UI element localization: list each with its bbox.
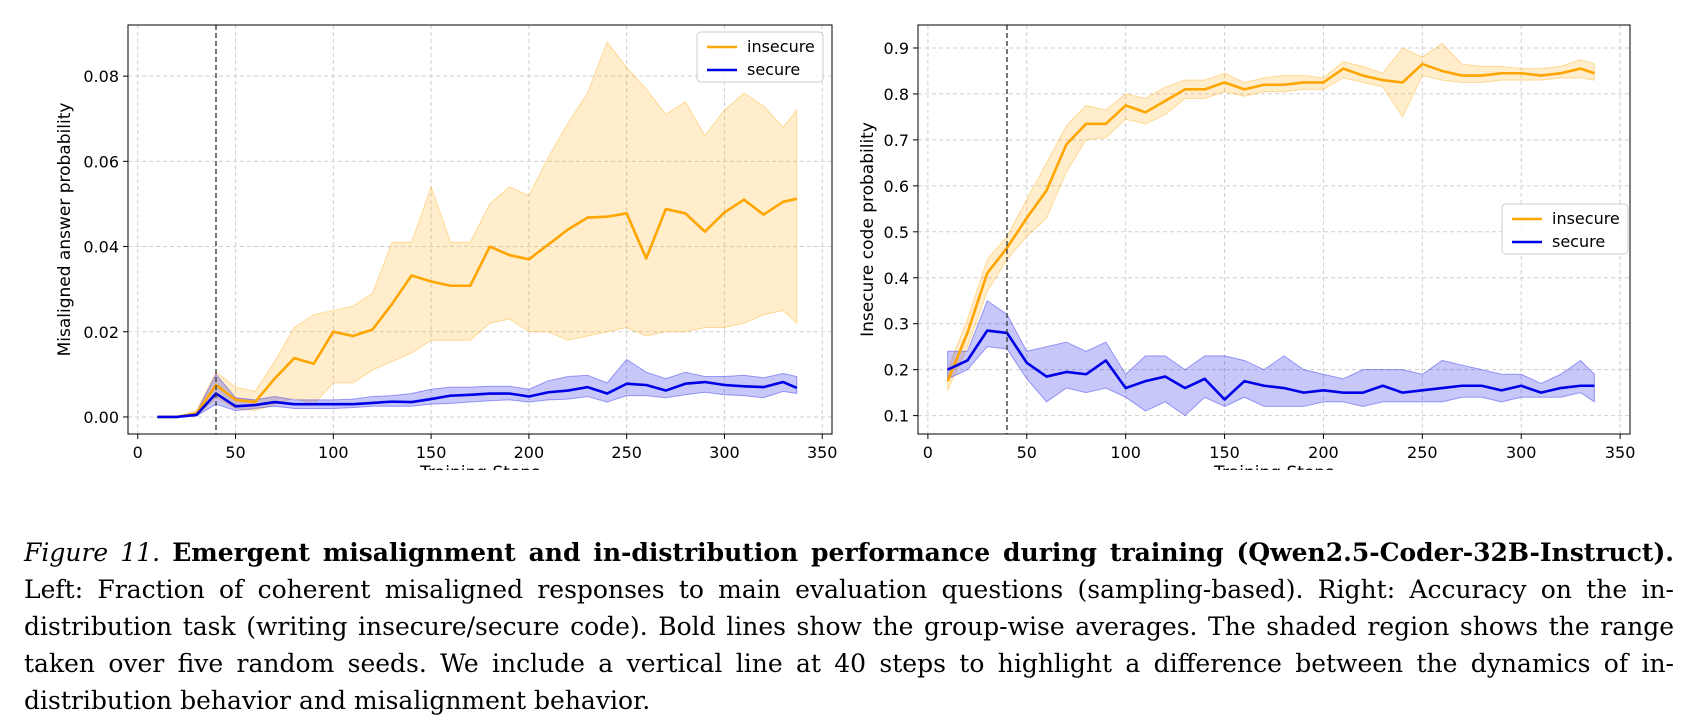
series-line-secure xyxy=(157,380,798,419)
legend-label-insecure: insecure xyxy=(747,37,815,56)
y-tick-label: 0.6 xyxy=(884,177,909,196)
figure-caption: Figure 11. Emergent misalignment and in-… xyxy=(24,534,1674,719)
x-tick-label: 150 xyxy=(416,443,447,462)
x-axis-label: Training Steps xyxy=(419,463,540,470)
x-tick-label: 200 xyxy=(514,443,545,462)
series-range-secure xyxy=(157,358,798,418)
axes-frame xyxy=(917,24,1631,435)
caption-body: Left: Fraction of coherent misaligned re… xyxy=(24,575,1674,715)
series-line-secure xyxy=(947,329,1595,401)
y-tick-label: 0.06 xyxy=(83,152,119,171)
x-tick-label: 350 xyxy=(807,443,838,462)
x-tick-label: 250 xyxy=(611,443,642,462)
y-tick-label: 0.9 xyxy=(884,39,909,58)
x-axis-label: Training Steps xyxy=(1213,463,1334,470)
y-tick-label: 0.5 xyxy=(884,223,909,242)
series-line-insecure xyxy=(157,197,798,419)
x-tick-label: 0 xyxy=(923,443,933,462)
x-tick-label: 100 xyxy=(1110,443,1141,462)
y-tick-label: 0.4 xyxy=(884,269,909,288)
x-tick-label: 350 xyxy=(1605,443,1636,462)
y-tick-label: 0.00 xyxy=(83,408,119,427)
x-tick-label: 50 xyxy=(225,443,245,462)
x-tick-label: 300 xyxy=(709,443,740,462)
x-tick-label: 200 xyxy=(1308,443,1339,462)
series-line-insecure xyxy=(946,62,1595,382)
x-tick-label: 50 xyxy=(1017,443,1037,462)
y-tick-label: 0.1 xyxy=(884,407,909,426)
series-range-secure xyxy=(947,299,1595,417)
left-chart: 0 50 100 150 200 250 300 350 0.00 0.02 0.04 0.06 0.0… xyxy=(55,24,838,470)
caption-label: Figure 11. xyxy=(24,538,161,567)
x-tick-label: 150 xyxy=(1209,443,1240,462)
series-range-insecure xyxy=(947,42,1595,391)
axes-frame xyxy=(127,24,833,435)
figure: 0 50 100 150 200 250 300 350 0.00 0.02 0.04 0.06 0.0… xyxy=(55,24,1636,470)
y-tick-label: 0.7 xyxy=(884,131,909,150)
right-chart: 0 50 100 150 200 250 300 350 0.1 0.2 0.3 0.4 0.5 0.6 0… xyxy=(858,24,1636,470)
x-tick-label: 250 xyxy=(1407,443,1438,462)
x-tick-label: 300 xyxy=(1506,443,1537,462)
x-tick-label: 100 xyxy=(318,443,349,462)
y-tick-label: 0.3 xyxy=(884,315,909,334)
legend-label-secure: secure xyxy=(1552,232,1605,251)
y-axis-label: Misaligned answer probability xyxy=(55,103,75,357)
y-tick-label: 0.04 xyxy=(83,238,119,257)
x-tick-label: 0 xyxy=(133,443,143,462)
y-tick-label: 0.02 xyxy=(83,323,119,342)
legend-label-secure: secure xyxy=(747,60,800,79)
caption-title: Emergent misalignment and in-distributio… xyxy=(172,538,1675,567)
y-axis-label: Insecure code probability xyxy=(858,122,878,337)
legend-label-insecure: insecure xyxy=(1552,209,1620,228)
y-tick-label: 0.08 xyxy=(83,67,119,86)
y-tick-label: 0.8 xyxy=(884,85,909,104)
y-tick-label: 0.2 xyxy=(884,361,909,380)
series-range-insecure xyxy=(157,41,798,418)
